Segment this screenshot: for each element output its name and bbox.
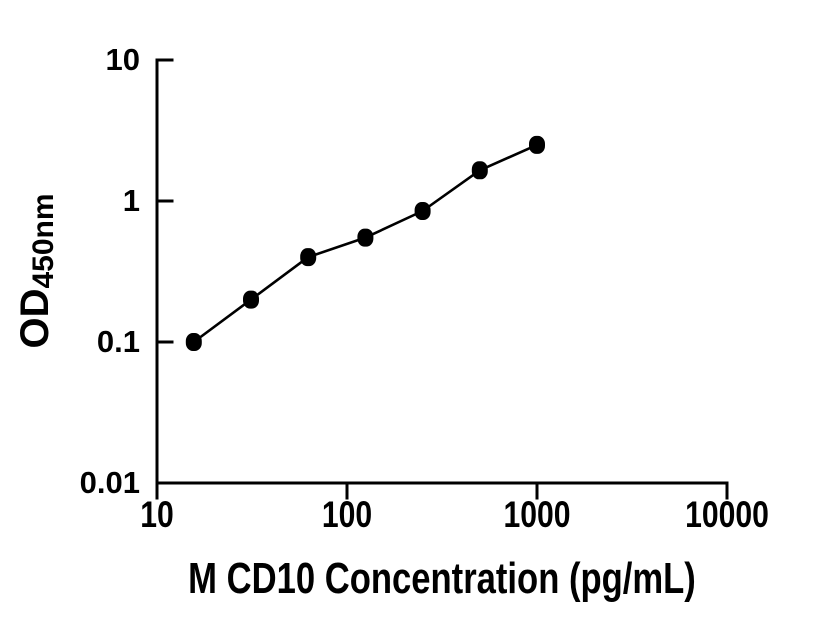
svg-text:100: 100 — [322, 495, 372, 535]
svg-text:M CD10 Concentration (pg/mL): M CD10 Concentration (pg/mL) — [188, 555, 696, 602]
svg-text:OD450nm: OD450nm — [13, 193, 60, 348]
svg-text:10000: 10000 — [685, 495, 769, 535]
svg-text:0.01: 0.01 — [80, 465, 140, 500]
svg-text:10: 10 — [106, 42, 140, 77]
svg-text:1000: 1000 — [503, 495, 570, 535]
svg-text:0.1: 0.1 — [97, 324, 140, 359]
svg-text:1: 1 — [123, 183, 140, 218]
svg-text:10: 10 — [140, 495, 174, 535]
